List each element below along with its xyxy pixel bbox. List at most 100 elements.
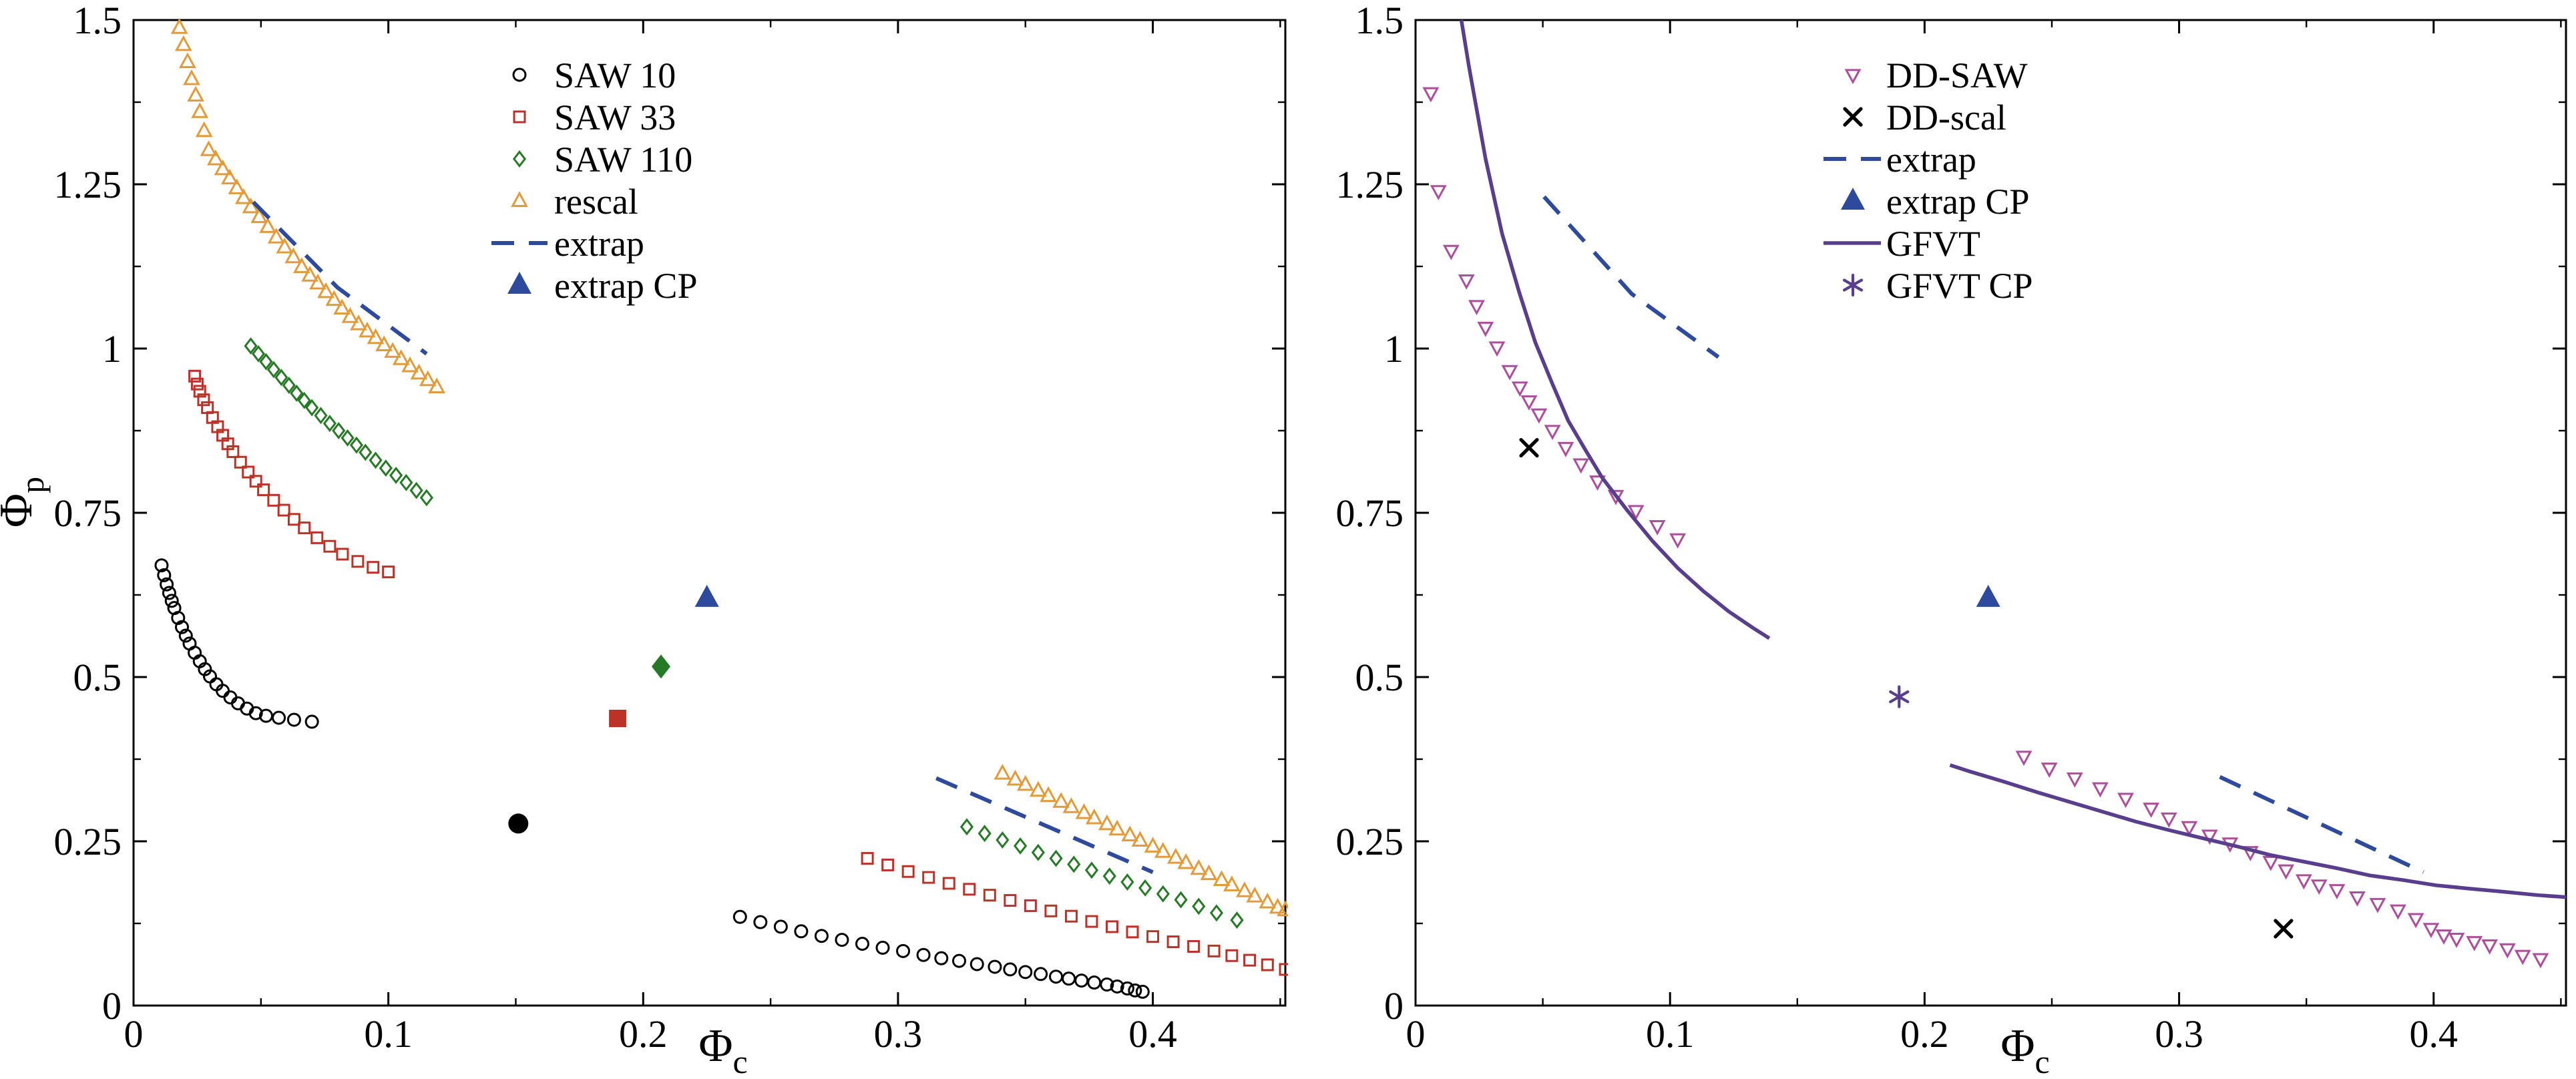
x-tick-label: 0.2 (619, 1012, 668, 1056)
y-tick-label: 1 (1384, 327, 1404, 371)
diamond-open-marker (1084, 861, 1099, 879)
square-open-marker (1261, 958, 1274, 972)
triangle-up-open-marker (187, 85, 204, 102)
triangle-down-open-marker (2262, 855, 2280, 871)
circle-open-marker (1062, 972, 1076, 986)
diamond-open-marker (959, 818, 974, 836)
triangle-up-open-marker (267, 228, 285, 244)
triangle-up-open-marker (1052, 792, 1070, 808)
legend-label: extrap (1886, 140, 1976, 180)
circle-open-marker (160, 577, 174, 592)
triangle-up-open-marker (170, 18, 188, 34)
square-open-marker (190, 377, 204, 391)
asterisk-marker (1889, 685, 1910, 708)
triangle-up-open-marker (367, 328, 385, 345)
x-tick-label: 0.4 (2410, 1012, 2458, 1056)
square-open-marker (310, 531, 324, 544)
triangle-up-open-marker (1223, 875, 1241, 891)
circle-fill-marker (508, 813, 529, 834)
triangle-down-open-marker (2435, 929, 2452, 945)
square-open-marker (336, 548, 349, 561)
circle-open-marker (1128, 983, 1142, 998)
triangle-up-open-marker (1154, 842, 1172, 858)
circle-open-marker (794, 924, 809, 939)
y-tick-label: 0 (102, 984, 122, 1028)
triangle-up-open-marker (1190, 859, 1208, 875)
square-open-marker (1225, 949, 1239, 962)
square-open-marker (1024, 899, 1037, 912)
square-open-marker (1085, 915, 1098, 928)
square-open-marker (1146, 930, 1160, 943)
triangle-up-open-marker (174, 35, 192, 51)
square-open-marker (1279, 963, 1288, 976)
square-open-marker (983, 889, 996, 902)
diamond-open-marker (419, 489, 433, 507)
circle-open-marker (1110, 979, 1124, 994)
legend-label: GFVT CP (1886, 266, 2033, 306)
triangle-up-open-marker (341, 307, 359, 323)
triangle-up-open-marker (200, 140, 218, 156)
extrap-line (252, 200, 428, 356)
square-open-marker (257, 483, 270, 497)
circle-open-marker (1120, 981, 1134, 996)
triangle-down-open-marker (1430, 185, 1447, 200)
circle-open-marker (286, 712, 301, 727)
square-open-marker (1187, 939, 1201, 953)
triangle-up-fill-marker (1976, 584, 2000, 607)
diamond-open-marker (274, 369, 288, 387)
y-tick-label: 0.25 (54, 820, 122, 863)
triangle-down-open-marker (2466, 935, 2483, 951)
x-cross-marker (1519, 437, 1539, 458)
diamond-open-marker (1209, 904, 1224, 922)
triangle-down-open-marker (2160, 812, 2177, 828)
triangle-down-open-marker (1458, 274, 1475, 290)
square-open-marker (1207, 944, 1221, 957)
y-tick-label: 0.5 (73, 656, 122, 699)
diamond-open-marker (290, 384, 304, 402)
diamond-open-marker (332, 422, 346, 439)
x-tick-label: 0.4 (1128, 1012, 1177, 1056)
circle-open-marker (304, 714, 319, 729)
triangle-down-open-marker (2066, 772, 2083, 788)
diamond-open-marker (1067, 855, 1081, 873)
square-open-marker (963, 883, 976, 896)
x-tick-label: 0.1 (364, 1012, 413, 1056)
y-tick-label: 0.75 (1336, 491, 1404, 535)
triangle-down-open-marker (1649, 520, 1666, 535)
triangle-down-open-marker (2407, 913, 2424, 929)
triangle-down-open-marker (1844, 69, 1862, 85)
diamond-fill-marker (651, 654, 671, 679)
square-open-marker (1166, 935, 1180, 949)
x-axis-label: Φc (698, 1020, 747, 1079)
triangle-up-open-marker (392, 349, 410, 365)
series-gfvt (1459, 19, 2567, 899)
x-cross-marker (1843, 107, 1863, 127)
square-open-marker (188, 369, 202, 383)
y-tick-label: 1.25 (1336, 163, 1404, 206)
diamond-open-marker (389, 466, 403, 484)
triangle-up-open-marker (410, 363, 428, 380)
circle-open-marker (814, 929, 829, 943)
triangle-up-fill-marker (1841, 188, 1865, 210)
triangle-up-open-marker (1108, 819, 1126, 836)
diamond-open-marker (349, 436, 364, 454)
triangle-down-open-marker (1572, 458, 1590, 474)
circle-open-marker (753, 915, 768, 929)
triangle-up-fill-marker (694, 584, 719, 607)
square-open-marker (234, 455, 247, 469)
y-axis-label: Φp (0, 477, 51, 527)
x-tick-label: 0.3 (2155, 1012, 2203, 1056)
triangle-up-open-marker (384, 342, 402, 358)
square-open-marker (1243, 953, 1257, 967)
square-open-marker (287, 513, 300, 526)
diamond-open-marker (409, 481, 423, 499)
gfvt-line (1459, 19, 1771, 640)
series-saw110-gas (244, 337, 433, 507)
triangle-up-open-marker (333, 298, 351, 314)
x-cross-marker (2274, 919, 2294, 939)
diamond-open-marker (323, 415, 337, 433)
triangle-down-open-marker (2532, 953, 2549, 969)
triangle-down-open-marker (1520, 395, 1538, 411)
circle-open-marker (154, 558, 169, 573)
